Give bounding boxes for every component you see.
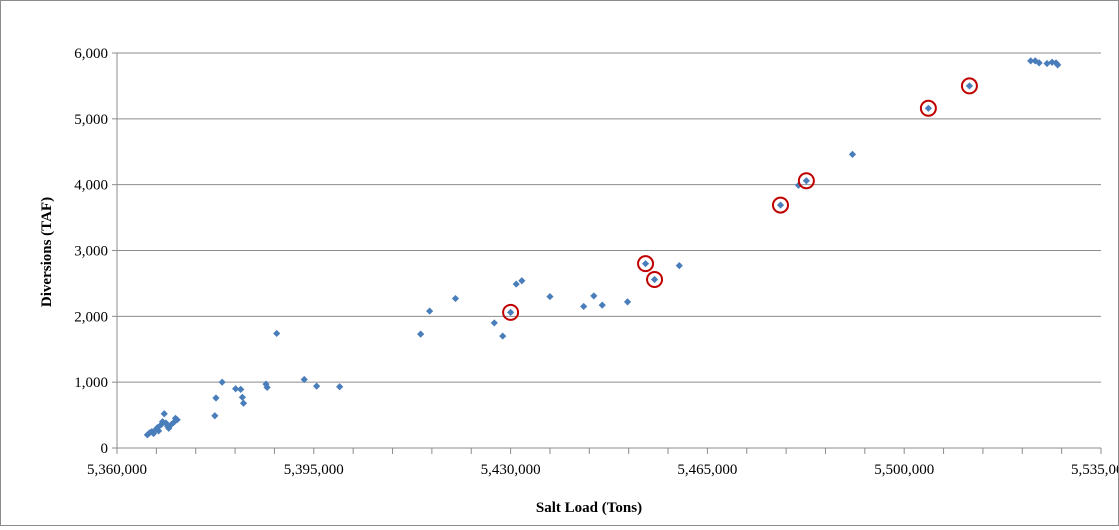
data-point [173, 416, 181, 424]
x-tick-label: 5,535,000 [1071, 462, 1118, 478]
data-point [1054, 61, 1062, 69]
data-point [580, 302, 588, 311]
data-point [143, 431, 151, 439]
data-point [675, 262, 683, 270]
y-tick-label: 4,000 [74, 178, 108, 194]
data-point [211, 412, 219, 420]
y-tick-label: 1,000 [74, 375, 108, 391]
highlight-circle [771, 196, 789, 214]
x-tick-label: 5,465,000 [677, 462, 737, 478]
data-point [158, 418, 167, 426]
data-point [499, 332, 507, 340]
data-point [507, 308, 515, 316]
data-point [313, 382, 321, 390]
highlight-circle [637, 255, 655, 273]
data-point [590, 292, 598, 300]
data-point [776, 201, 785, 209]
data-point [490, 319, 498, 327]
highlight-circle [646, 270, 664, 288]
y-tick-label: 2,000 [74, 309, 108, 325]
data-point [426, 307, 434, 315]
data-point [238, 393, 246, 401]
data-point [232, 385, 240, 393]
data-point [155, 427, 163, 435]
x-tick-label: 5,360,000 [87, 462, 147, 478]
data-point [802, 177, 810, 185]
data-point [451, 294, 460, 303]
highlight-circle [960, 77, 978, 95]
x-tick-label: 5,395,000 [284, 462, 344, 478]
data-point [641, 260, 650, 268]
highlight-circles [502, 77, 978, 321]
data-point [157, 421, 165, 429]
data-point [848, 150, 857, 158]
gridlines [117, 52, 1101, 383]
data-point [336, 383, 344, 391]
y-axis-title: Diversions (TAF) [39, 197, 55, 307]
data-point [518, 277, 526, 285]
data-point [212, 394, 220, 402]
data-point [263, 383, 271, 392]
data-point [924, 104, 932, 112]
data-point [965, 82, 974, 90]
data-point [623, 298, 632, 306]
data-point [239, 399, 248, 407]
data-point [237, 385, 245, 394]
data-point [300, 375, 308, 384]
axes: 0 1,000 2,000 3,000 4,000 5,000 6,000 5,360,000… [74, 46, 1119, 478]
data-point [273, 329, 281, 338]
data-point [512, 280, 520, 288]
data-point [1035, 59, 1043, 67]
data-point [170, 418, 178, 426]
data-point [218, 378, 226, 386]
y-tick-label: 3,000 [74, 244, 108, 260]
y-tick-label: 0 [101, 441, 109, 457]
x-tick-label: 5,500,000 [874, 462, 934, 478]
data-points [143, 57, 1062, 439]
highlight-circle [797, 172, 815, 190]
y-tick-label: 5,000 [74, 112, 108, 128]
data-point [650, 275, 659, 284]
data-point [1043, 59, 1051, 68]
data-point [546, 292, 554, 301]
data-point [1027, 57, 1035, 65]
x-tick-label: 5,430,000 [481, 462, 541, 478]
highlight-circle [502, 303, 520, 321]
data-point [160, 410, 168, 418]
data-point [417, 330, 425, 338]
y-tick-label: 6,000 [74, 46, 108, 62]
data-point [598, 301, 606, 309]
x-axis-title: Salt Load (Tons) [536, 500, 642, 516]
highlight-circle [919, 99, 937, 117]
